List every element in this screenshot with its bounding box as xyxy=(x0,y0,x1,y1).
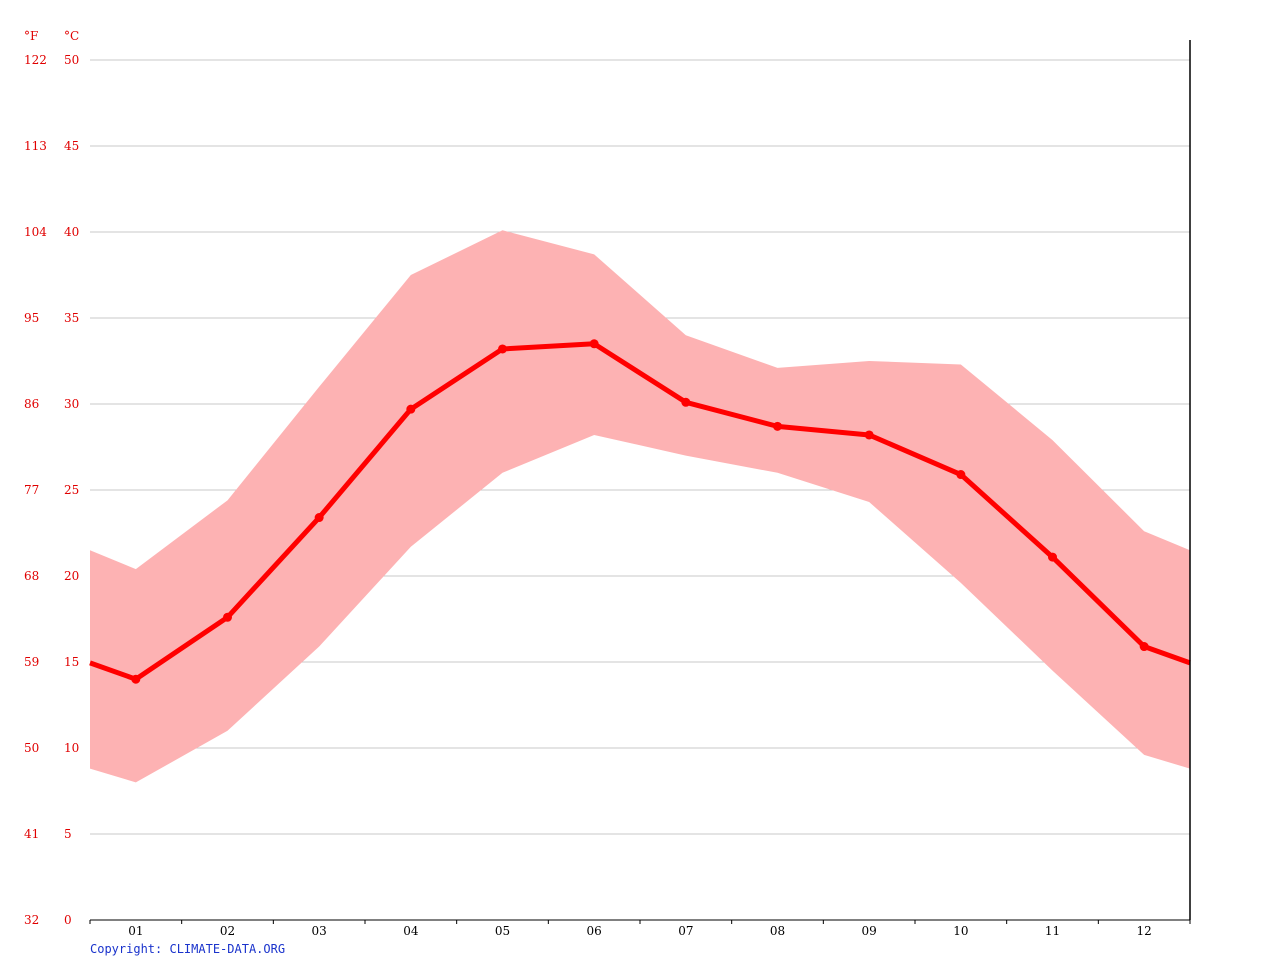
y-tick-label-f: 50 xyxy=(24,741,39,755)
y-tick-label-f: 77 xyxy=(24,483,39,497)
y-tick-label-c: 25 xyxy=(64,483,79,497)
x-tick-label: 12 xyxy=(1137,924,1152,938)
x-tick-label: 09 xyxy=(862,924,877,938)
y-tick-label-f: 95 xyxy=(24,311,39,325)
x-tick-label: 02 xyxy=(220,924,235,938)
y-tick-label-f: 41 xyxy=(24,827,39,841)
y-tick-label-c: 5 xyxy=(64,827,72,841)
y-tick-label-c: 50 xyxy=(64,53,79,67)
y-tick-label-f: 86 xyxy=(24,397,39,411)
y-tick-label-c: 35 xyxy=(64,311,79,325)
unit-fahrenheit-label: °F xyxy=(24,29,38,43)
y-tick-label-f: 32 xyxy=(24,913,39,927)
x-tick-label: 03 xyxy=(312,924,327,938)
y-tick-label-c: 30 xyxy=(64,397,79,411)
x-tick-label: 11 xyxy=(1045,924,1060,938)
y-tick-label-f: 59 xyxy=(24,655,39,669)
mean-point xyxy=(498,344,507,354)
x-tick-label: 04 xyxy=(403,924,419,938)
min-max-band xyxy=(90,230,1190,783)
unit-celsius-label: °C xyxy=(64,29,79,43)
y-tick-label-c: 40 xyxy=(64,225,79,239)
y-tick-label-f: 113 xyxy=(24,139,47,153)
y-tick-label-f: 104 xyxy=(24,225,47,239)
mean-temperature-line xyxy=(89,341,1191,682)
y-tick-label-f: 68 xyxy=(24,569,39,583)
mean-point xyxy=(1048,552,1057,562)
axes xyxy=(89,40,1191,924)
x-tick-label: 01 xyxy=(128,924,143,938)
mean-point xyxy=(864,430,874,440)
mean-point xyxy=(314,513,324,523)
mean-temperature-points xyxy=(131,339,1149,684)
mean-point xyxy=(773,421,782,431)
y-tick-label-c: 15 xyxy=(64,655,79,669)
y-tick-label-c: 10 xyxy=(64,741,79,755)
y-tick-labels: 32 0 41 5 50 10 59 15 68 20 77 25 86 30 95 35 104 40 113 45… xyxy=(24,53,79,927)
y-tick-label-f: 122 xyxy=(24,53,47,67)
x-tick-labels: 01 02 03 04 05 06 07 08 09 10 11 12 xyxy=(128,924,1152,938)
x-tick-label: 08 xyxy=(770,924,785,938)
y-tick-label-c: 45 xyxy=(64,139,79,153)
mean-point xyxy=(589,339,599,349)
y-tick-label-c: 0 xyxy=(64,913,72,927)
x-tick-label: 07 xyxy=(678,924,693,938)
x-tick-label: 06 xyxy=(587,924,602,938)
mean-point xyxy=(956,470,966,480)
mean-point xyxy=(131,674,141,684)
x-tick-label: 05 xyxy=(495,924,510,938)
y-tick-label-c: 20 xyxy=(64,569,79,583)
mean-point xyxy=(1139,642,1149,652)
x-tick-label: 10 xyxy=(953,924,968,938)
mean-point xyxy=(681,397,691,407)
mean-point xyxy=(223,612,232,622)
copyright-text: Copyright: CLIMATE-DATA.ORG xyxy=(90,942,286,956)
mean-point xyxy=(406,404,416,414)
